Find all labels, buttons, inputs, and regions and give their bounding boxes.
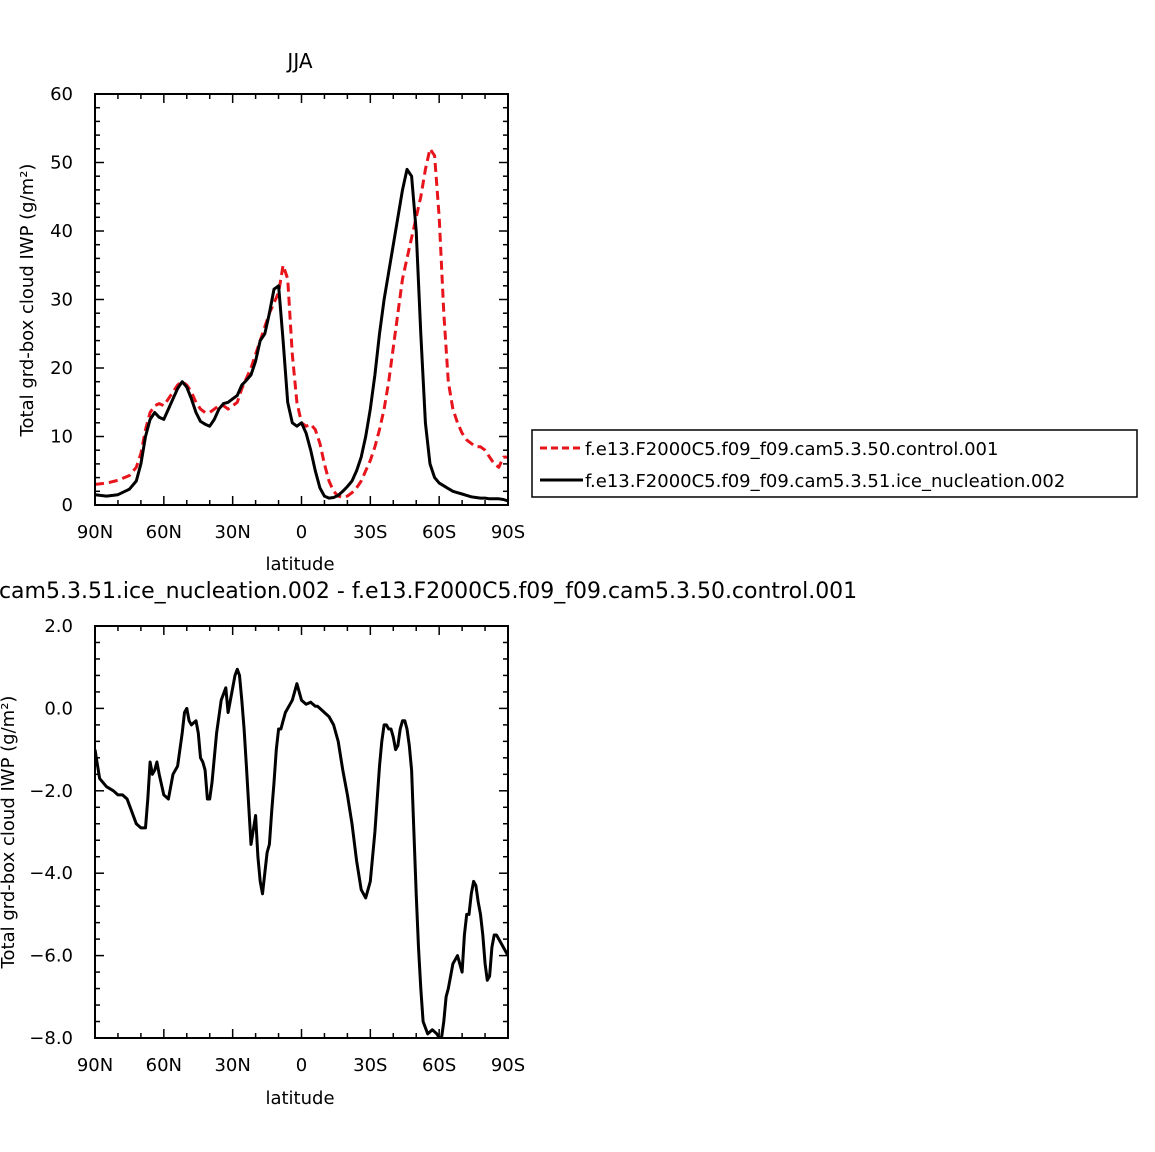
x-tick-label-1: 30N <box>214 1055 250 1076</box>
bottom-chart-title: f.e13.F2000C5.f09_f09.cam5.3.51.ice_nucl… <box>0 579 857 604</box>
plot-frame-0 <box>94 93 509 506</box>
legend-label-control: f.e13.F2000C5.f09_f09.cam5.3.50.control.… <box>585 439 998 460</box>
y-tick-label-0: 30 <box>50 290 73 311</box>
x-tick-label-1: 30S <box>353 1055 387 1076</box>
bottom-y-axis-label: Total grd-box cloud IWP (g/m²) <box>0 696 19 970</box>
x-tick-label-1: 0 <box>296 1055 307 1076</box>
bottom-x-axis-label: latitude <box>265 1088 334 1109</box>
y-tick-label-0: 60 <box>50 84 73 105</box>
x-tick-label-1: 90S <box>491 1055 525 1076</box>
y-tick-label-1: 0.0 <box>44 698 73 719</box>
y-tick-label-0: 40 <box>50 221 73 242</box>
x-tick-label-1: 90N <box>77 1055 113 1076</box>
top-chart-title: JJA <box>285 49 312 73</box>
y-tick-label-0: 10 <box>50 427 73 448</box>
series-line-0-0 <box>95 147 508 499</box>
top-y-axis-label: Total grd-box cloud IWP (g/m²) <box>17 164 38 438</box>
legend-box <box>531 429 1138 498</box>
x-tick-label-0: 30S <box>353 522 387 543</box>
x-tick-label-0: 0 <box>296 522 307 543</box>
x-tick-label-0: 90S <box>491 522 525 543</box>
x-tick-label-0: 60S <box>422 522 456 543</box>
bottom-plot-area: 90N 60N 30N 0 30S 60S 90S −8.0 −6.0 −4.0 −2.0 0.0 2.… <box>29 616 525 1076</box>
x-tick-label-0: 90N <box>77 522 113 543</box>
top-x-axis-label: latitude <box>265 554 334 575</box>
x-tick-label-0: 60N <box>146 522 182 543</box>
y-tick-label-0: 20 <box>50 358 73 379</box>
legend: f.e13.F2000C5.f09_f09.cam5.3.50.control.… <box>531 429 1138 498</box>
x-tick-label-1: 60N <box>146 1055 182 1076</box>
y-tick-label-1: −4.0 <box>29 863 73 884</box>
bottom-panel: f.e13.F2000C5.f09_f09.cam5.3.51.ice_nucl… <box>0 579 857 1109</box>
series-line-0-1 <box>95 167 508 503</box>
series-line-1-0 <box>95 667 508 1038</box>
x-tick-label-0: 30N <box>214 522 250 543</box>
y-tick-label-1: −6.0 <box>29 946 73 967</box>
y-tick-label-1: 2.0 <box>44 616 73 637</box>
y-tick-label-1: −8.0 <box>29 1028 73 1049</box>
y-tick-label-1: −2.0 <box>29 781 73 802</box>
x-tick-label-1: 60S <box>422 1055 456 1076</box>
legend-label-ice-nucleation: f.e13.F2000C5.f09_f09.cam5.3.51.ice_nucl… <box>585 471 1065 492</box>
top-panel: JJA 90N 60N 30N 0 30S 60S 90S 0 10 20 30 40 50 60 lat… <box>17 49 1138 575</box>
top-plot-area: 90N 60N 30N 0 30S 60S 90S 0 10 20 30 40 50 60 <box>50 84 525 543</box>
plot-frame-1 <box>94 625 509 1039</box>
y-tick-label-0: 0 <box>62 495 73 516</box>
y-tick-label-0: 50 <box>50 153 73 174</box>
